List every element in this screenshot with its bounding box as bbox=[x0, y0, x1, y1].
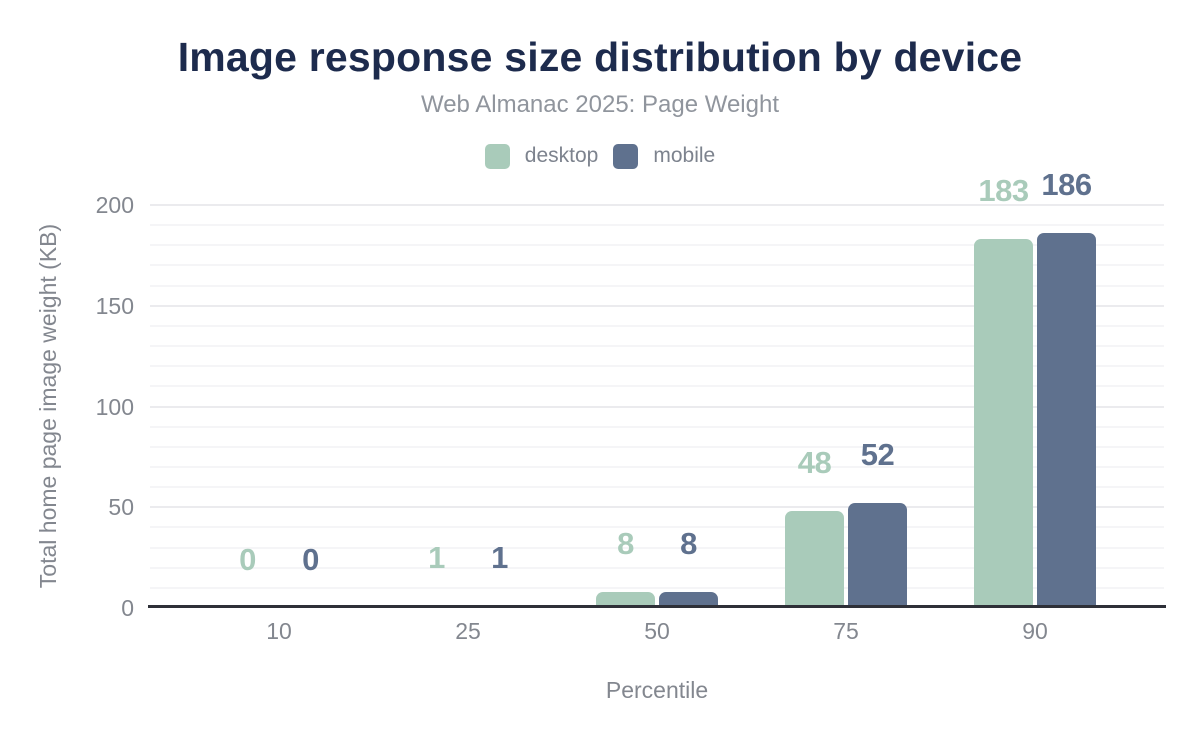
x-tick-25: 25 bbox=[455, 618, 481, 644]
gridline-10 bbox=[150, 586, 1164, 589]
gridline-110 bbox=[150, 385, 1164, 388]
gridline-90 bbox=[150, 425, 1164, 428]
x-tick-50: 50 bbox=[644, 618, 670, 644]
gridline-160 bbox=[150, 284, 1164, 287]
gridline-150 bbox=[150, 304, 1164, 307]
legend-swatch-desktop bbox=[484, 143, 510, 169]
gridline-60 bbox=[150, 486, 1164, 489]
gridline-120 bbox=[150, 365, 1164, 368]
y-tick-50: 50 bbox=[108, 494, 134, 521]
gridline-50 bbox=[150, 506, 1164, 509]
y-tick-100: 100 bbox=[95, 393, 134, 420]
y-tick-200: 200 bbox=[95, 192, 134, 218]
legend-label-desktop: desktop bbox=[524, 144, 599, 167]
bar-mobile-p50 bbox=[659, 592, 718, 608]
legend-item-mobile: mobile bbox=[613, 143, 716, 169]
gridline-130 bbox=[150, 345, 1164, 348]
x-axis-title: Percentile bbox=[605, 677, 709, 703]
gridline-200 bbox=[150, 204, 1164, 206]
bar-desktop-p50 bbox=[596, 592, 655, 608]
value-label-mobile-p10: 0 bbox=[302, 542, 319, 577]
value-label-desktop-p50: 8 bbox=[617, 526, 634, 561]
legend-label-mobile: mobile bbox=[653, 144, 716, 167]
bar-mobile-p90 bbox=[1037, 233, 1096, 608]
value-label-mobile-p90: 186 bbox=[1041, 167, 1092, 202]
gridline-190 bbox=[150, 224, 1164, 227]
x-tick-10: 10 bbox=[266, 618, 292, 644]
legend-swatch-mobile bbox=[613, 143, 639, 169]
gridline-180 bbox=[150, 244, 1164, 247]
y-tick-150: 150 bbox=[95, 292, 134, 319]
value-label-mobile-p75: 52 bbox=[860, 437, 895, 472]
legend: desktop mobile bbox=[0, 141, 1200, 171]
gridline-80 bbox=[150, 445, 1164, 448]
gridline-30 bbox=[150, 546, 1164, 549]
x-axis-line bbox=[148, 605, 1166, 608]
value-label-desktop-p25: 1 bbox=[428, 540, 445, 575]
bar-mobile-p75 bbox=[848, 503, 907, 608]
page-subtitle: Web Almanac 2025: Page Weight bbox=[420, 91, 779, 118]
gridline-170 bbox=[150, 264, 1164, 267]
y-tick-0: 0 bbox=[121, 595, 134, 621]
value-label-mobile-p25: 1 bbox=[491, 540, 508, 575]
x-tick-75: 75 bbox=[833, 618, 859, 644]
bar-desktop-p75 bbox=[785, 511, 844, 608]
legend-item-desktop: desktop bbox=[484, 143, 599, 169]
gridline-40 bbox=[150, 526, 1164, 529]
value-label-desktop-p90: 183 bbox=[978, 173, 1029, 208]
gridline-140 bbox=[150, 324, 1164, 327]
gridline-20 bbox=[150, 566, 1164, 569]
value-label-mobile-p50: 8 bbox=[680, 526, 697, 561]
gridline-70 bbox=[150, 465, 1164, 468]
value-label-desktop-p75: 48 bbox=[797, 445, 832, 480]
gridline-100 bbox=[150, 405, 1164, 408]
bar-desktop-p90 bbox=[974, 239, 1033, 608]
value-label-desktop-p10: 0 bbox=[239, 542, 256, 577]
page-title: Image response size distribution by devi… bbox=[177, 34, 1023, 80]
x-tick-90: 90 bbox=[1022, 618, 1048, 644]
